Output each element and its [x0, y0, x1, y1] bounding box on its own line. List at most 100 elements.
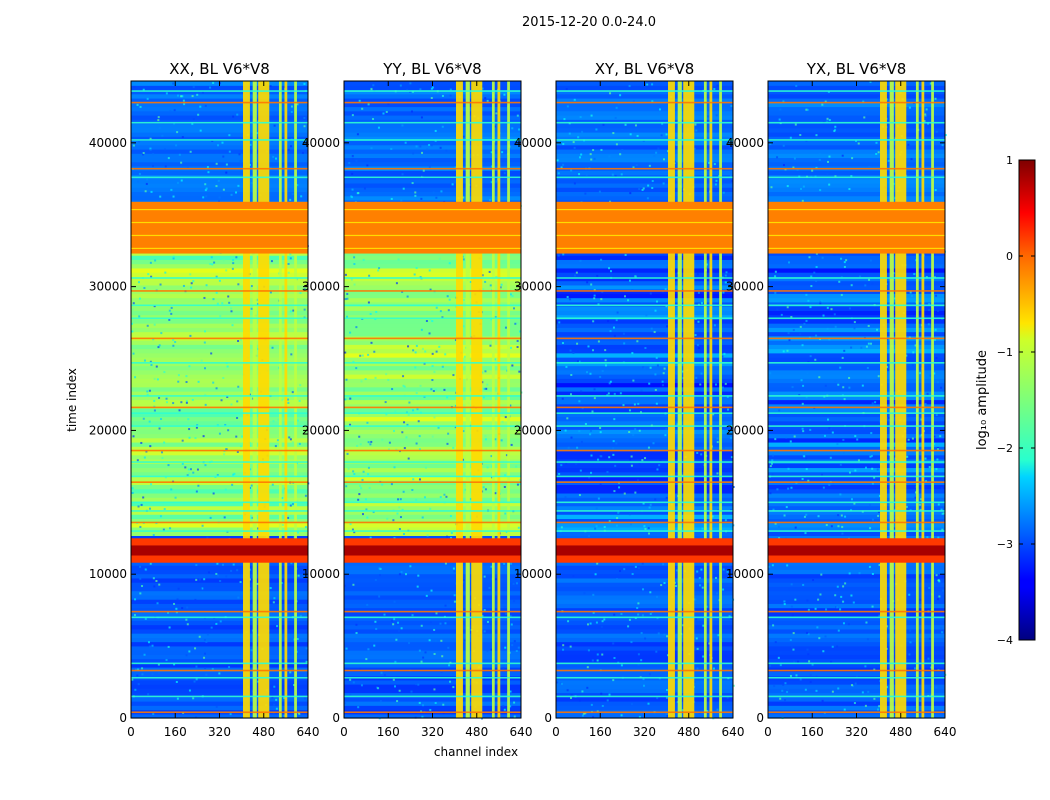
heatmap-speckle	[593, 397, 596, 400]
rfi-line	[131, 101, 308, 104]
heatmap-row	[556, 170, 733, 176]
heatmap-speckle	[933, 435, 936, 438]
heatmap-speckle	[666, 715, 669, 718]
heatmap-speckle	[584, 422, 587, 425]
heatmap-row	[344, 259, 521, 265]
rfi-line	[131, 167, 308, 170]
heatmap-speckle	[637, 602, 640, 605]
heatmap-speckle	[146, 97, 149, 100]
heatmap-speckle	[940, 626, 943, 629]
heatmap-speckle	[303, 288, 306, 291]
heatmap-speckle	[439, 496, 442, 499]
heatmap-speckle	[174, 496, 177, 499]
heatmap-speckle	[174, 340, 177, 343]
heatmap-row	[131, 662, 308, 668]
heatmap-speckle	[420, 624, 423, 627]
heatmap-speckle	[580, 440, 583, 443]
heatmap-speckle	[161, 134, 164, 137]
heatmap-speckle	[249, 486, 252, 489]
heatmap-speckle	[632, 379, 635, 382]
heatmap-speckle	[594, 573, 597, 576]
heatmap-speckle	[682, 624, 685, 627]
heatmap-speckle	[221, 302, 224, 305]
heatmap-speckle	[871, 467, 874, 470]
heatmap-speckle	[401, 431, 404, 434]
heatmap-speckle	[809, 680, 812, 683]
heatmap-speckle	[344, 584, 347, 587]
y-axis-label: time index	[65, 368, 79, 432]
heatmap-speckle	[565, 365, 568, 368]
heatmap-speckle	[430, 388, 433, 391]
heatmap-speckle	[909, 641, 912, 644]
heatmap-row	[344, 560, 521, 566]
heatmap-speckle	[894, 508, 897, 511]
heatmap-speckle	[601, 370, 604, 373]
heatmap-speckle	[822, 314, 825, 317]
heatmap-speckle	[853, 327, 856, 330]
heatmap-speckle	[933, 372, 936, 375]
heatmap-speckle	[515, 582, 518, 585]
heatmap-speckle	[248, 163, 251, 166]
heatmap-speckle	[812, 579, 815, 582]
heatmap-speckle	[452, 567, 455, 570]
heatmap-speckle	[779, 697, 782, 700]
heatmap-speckle	[600, 692, 603, 695]
heatmap-speckle	[157, 116, 160, 119]
heatmap-speckle	[406, 295, 409, 298]
heatmap-speckle	[640, 632, 643, 635]
heatmap-row	[344, 526, 521, 532]
heatmap-speckle	[178, 153, 181, 156]
heatmap-row	[344, 403, 521, 409]
heatmap-row	[556, 628, 733, 634]
heatmap-speckle	[587, 345, 590, 348]
heatmap-speckle	[204, 104, 207, 107]
heatmap-speckle	[714, 183, 717, 186]
heatmap-speckle	[928, 466, 931, 469]
heatmap-row	[768, 357, 945, 362]
heatmap-speckle	[137, 683, 140, 686]
heatmap-speckle	[632, 100, 635, 103]
heatmap-speckle	[488, 270, 491, 273]
heatmap-speckle	[150, 363, 153, 366]
heatmap-speckle	[655, 595, 658, 598]
heatmap-row	[131, 560, 308, 566]
heatmap-speckle	[418, 478, 421, 481]
heatmap-row	[344, 365, 521, 371]
rfi-line	[556, 362, 733, 364]
heatmap-speckle	[227, 429, 230, 432]
heatmap-speckle	[489, 284, 492, 287]
heatmap-speckle	[776, 488, 779, 491]
heatmap-speckle	[600, 455, 603, 458]
heatmap-speckle	[696, 667, 699, 670]
heatmap-speckle	[806, 631, 809, 634]
heatmap-speckle	[484, 438, 487, 441]
rfi-line	[131, 277, 308, 279]
heatmap-speckle	[273, 685, 276, 688]
heatmap-speckle	[232, 259, 235, 262]
heatmap-speckle	[593, 157, 596, 160]
heatmap-row	[768, 399, 945, 405]
heatmap-speckle	[352, 681, 355, 684]
heatmap-speckle	[152, 713, 155, 716]
heatmap-speckle	[615, 143, 618, 146]
heatmap-speckle	[656, 364, 659, 367]
heatmap-speckle	[511, 364, 514, 367]
heatmap-speckle	[368, 274, 371, 277]
heatmap-speckle	[237, 385, 240, 388]
heatmap-speckle	[236, 416, 239, 419]
heatmap-speckle	[850, 594, 853, 597]
heatmap-speckle	[219, 315, 222, 318]
heatmap-speckle	[503, 93, 506, 96]
heatmap-speckle	[403, 447, 406, 450]
heatmap-speckle	[131, 330, 134, 333]
heatmap-speckle	[787, 332, 790, 335]
heatmap-speckle	[789, 639, 792, 642]
heatmap-speckle	[215, 705, 218, 708]
heatmap-speckle	[347, 467, 350, 470]
heatmap-speckle	[578, 360, 581, 363]
heatmap-speckle	[158, 583, 161, 586]
heatmap-speckle	[502, 666, 505, 669]
heatmap-speckle	[589, 153, 592, 156]
heatmap-speckle	[929, 374, 932, 377]
heatmap-row	[556, 106, 733, 112]
